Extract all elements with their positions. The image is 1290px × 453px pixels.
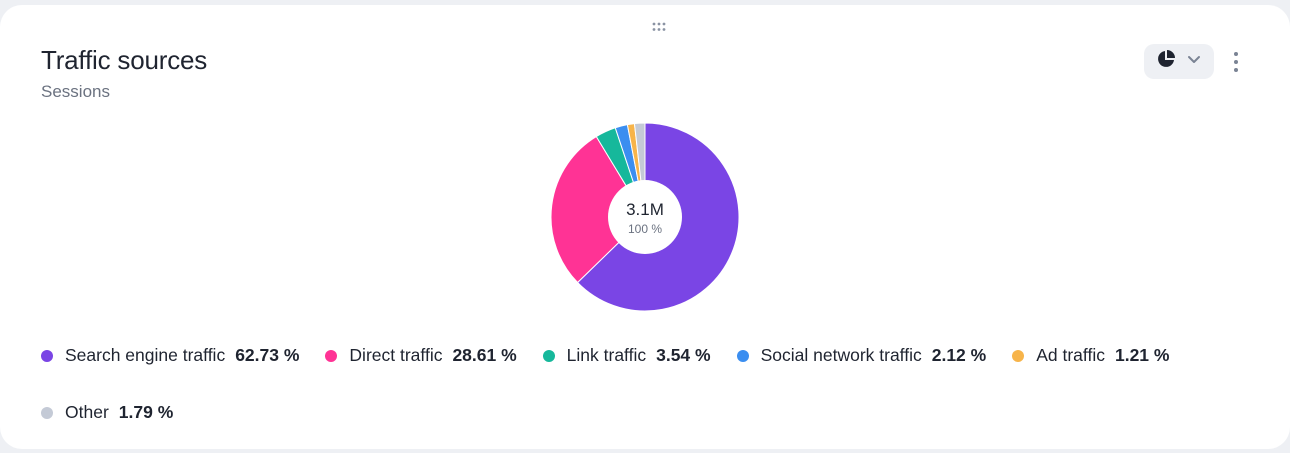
legend-label: Ad traffic xyxy=(1036,345,1105,365)
pie-center-hole xyxy=(608,180,682,254)
more-vertical-icon[interactable] xyxy=(1226,46,1246,78)
legend-value: 1.21 % xyxy=(1114,345,1170,365)
legend-value: 28.61 % xyxy=(452,345,517,365)
legend-color-dot xyxy=(1012,349,1025,362)
legend-item[interactable]: Link traffic 3.54 % xyxy=(542,344,711,367)
legend-color-dot xyxy=(41,349,53,362)
legend-item[interactable]: Other 1.79 % xyxy=(41,401,173,424)
legend-item[interactable]: Search engine traffic 62.73 % xyxy=(41,344,299,367)
legend-value: 62.73 % xyxy=(235,345,300,365)
pie-total-value: 3.1M xyxy=(626,200,664,219)
pie-chart-icon xyxy=(1156,49,1176,74)
legend-label: Other xyxy=(65,402,109,422)
legend-item[interactable]: Ad traffic 1.21 % xyxy=(1012,344,1169,367)
pie-slice-direct-traffic[interactable] xyxy=(550,135,646,284)
legend-label: Search engine traffic xyxy=(65,345,226,365)
legend-value: 2.12 % xyxy=(931,345,987,365)
widget-title: Traffic sources xyxy=(41,45,208,75)
legend-value: 1.79 % xyxy=(118,402,174,422)
legend-value: 3.54 % xyxy=(656,345,711,365)
chevron-down-icon xyxy=(1186,51,1202,72)
chart-legend: Search engine traffic 62.73 % Direct traff… xyxy=(41,344,1241,424)
legend-item[interactable]: Direct traffic 28.61 % xyxy=(325,344,517,367)
legend-color-dot xyxy=(325,349,338,362)
legend-color-dot xyxy=(542,349,555,362)
widget-subtitle: Sessions xyxy=(41,82,110,101)
legend-label: Link traffic xyxy=(566,345,647,365)
pie-total-percent: 100 % xyxy=(628,222,662,236)
legend-color-dot xyxy=(736,349,749,362)
traffic-sources-widget: Traffic sources Sessions 3.1M 100 % Sear… xyxy=(0,5,1290,449)
legend-item[interactable]: Social network traffic 2.12 % xyxy=(736,344,987,367)
legend-label: Social network traffic xyxy=(760,345,922,365)
legend-label: Direct traffic xyxy=(349,345,443,365)
chart-type-button[interactable] xyxy=(1144,44,1214,79)
pie-chart: 3.1M 100 % xyxy=(550,122,740,312)
drag-handle-icon[interactable] xyxy=(652,19,666,31)
legend-color-dot xyxy=(41,406,53,419)
